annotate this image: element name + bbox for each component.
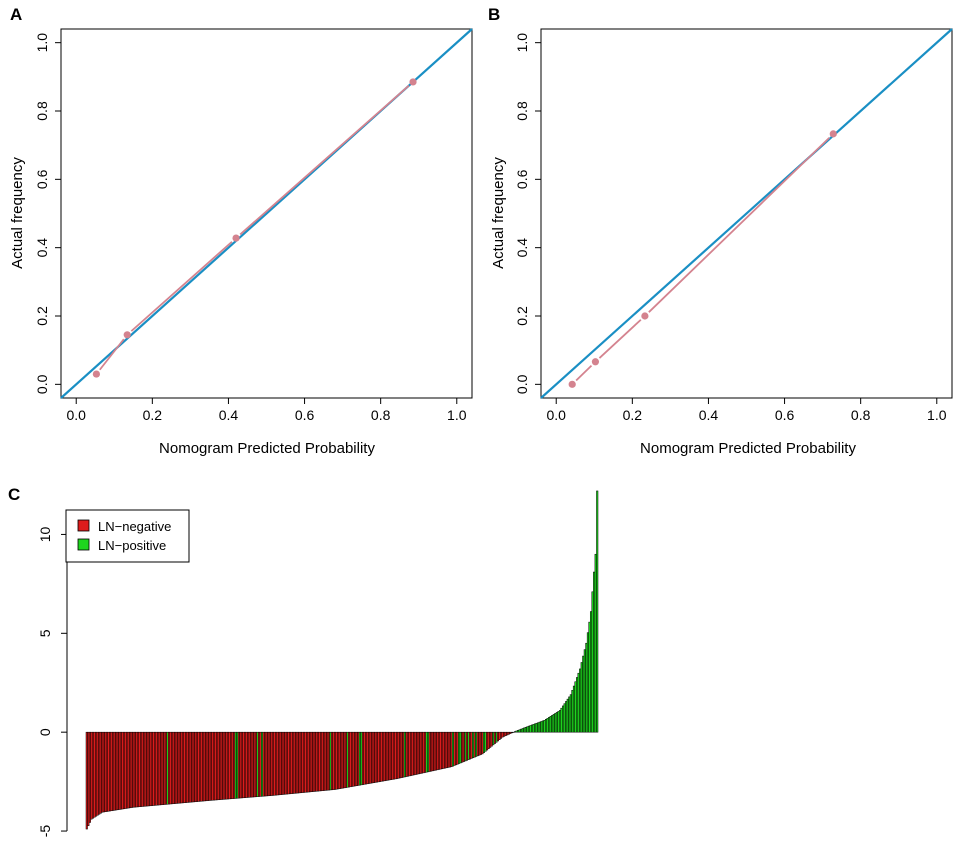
x-tick-label-b: 0.2 (623, 407, 643, 423)
calibration-point-a (123, 331, 131, 339)
x-tick-label-b: 0.4 (699, 407, 719, 423)
x-tick-label-a: 0.0 (66, 407, 86, 423)
panel-letter-c: C (8, 485, 20, 504)
calibration-segment-a (239, 84, 410, 236)
y-tick-label-c: 5 (37, 629, 53, 637)
legend-swatch-negative (77, 519, 90, 532)
y-tick-label-a: 0.0 (34, 374, 50, 394)
x-tick-label-a: 0.4 (219, 407, 239, 423)
bar (596, 490, 599, 733)
y-axis-label-b: Actual frequency (490, 157, 507, 269)
legend-swatch-positive (77, 538, 90, 551)
legend-label-positive: LN−positive (98, 538, 166, 553)
y-tick-label-b: 0.0 (514, 374, 530, 394)
y-tick-label-b: 0.8 (514, 101, 530, 121)
calibration-point-b (829, 130, 837, 138)
calibration-point-b (591, 358, 600, 366)
y-tick-label-b: 0.4 (514, 238, 530, 258)
calibration-segment-a (130, 241, 233, 332)
calibration-segment-a (99, 338, 125, 371)
y-axis-c: -5 0 5 10 (37, 526, 68, 838)
calibration-plot-b: 0.0 0.2 0.4 0.6 0.8 1.0 0.0 0.2 0.4 0.6 0.8 1.0 Nom… (490, 28, 953, 457)
calibration-segment-b (575, 364, 593, 382)
x-tick-label-a: 0.8 (371, 407, 391, 423)
calibration-point-a (92, 370, 100, 378)
plot-frame-a (60, 28, 473, 399)
x-tick-label-b: 1.0 (927, 407, 947, 423)
x-axis-label-a: Nomogram Predicted Probability (159, 440, 375, 457)
y-tick-label-a: 1.0 (34, 33, 50, 53)
y-tick-label-c: 0 (37, 728, 53, 736)
plot-frame-b (540, 28, 953, 399)
calibration-segment-b (598, 319, 642, 359)
legend-label-negative: LN−negative (98, 519, 171, 534)
y-tick-label-c: -5 (37, 825, 53, 838)
legend-box (65, 509, 190, 563)
y-tick-label-b: 0.2 (514, 306, 530, 326)
panel-letter-b: B (488, 5, 500, 24)
legend: LN−negative LN−positive (65, 509, 190, 563)
x-tick-label-b: 0.8 (851, 407, 871, 423)
x-tick-label-b: 0.0 (546, 407, 566, 423)
calibration-point-b (641, 312, 649, 320)
y-tick-label-c: 10 (37, 526, 53, 542)
y-tick-label-a: 0.4 (34, 238, 50, 258)
x-axis-label-b: Nomogram Predicted Probability (640, 440, 856, 457)
x-tick-label-a: 1.0 (447, 407, 467, 423)
y-tick-label-a: 0.6 (34, 169, 50, 189)
x-tick-label-a: 0.6 (295, 407, 315, 423)
y-tick-label-b: 0.6 (514, 169, 530, 189)
panel-letter-a: A (10, 5, 22, 24)
x-tick-label-b: 0.6 (775, 407, 795, 423)
calibration-point-a (232, 234, 240, 242)
bars-c (85, 490, 599, 830)
x-tick-label-a: 0.2 (143, 407, 163, 423)
y-tick-label-b: 1.0 (514, 33, 530, 53)
y-tick-label-a: 0.8 (34, 101, 50, 121)
y-tick-label-a: 0.2 (34, 306, 50, 326)
waterfall-plot-c: -5 0 5 10 LN−negative LN−positive (37, 490, 599, 838)
calibration-point-b (568, 380, 576, 388)
ideal-line-b (540, 28, 953, 399)
y-axis-label-a: Actual frequency (9, 157, 26, 269)
calibration-segment-b (648, 137, 830, 313)
calibration-point-a (409, 78, 417, 86)
calibration-plot-a: 0.0 0.2 0.4 0.6 0.8 1.0 0.0 0.2 0.4 0.6 0.8 1.0 Nom… (9, 28, 473, 457)
